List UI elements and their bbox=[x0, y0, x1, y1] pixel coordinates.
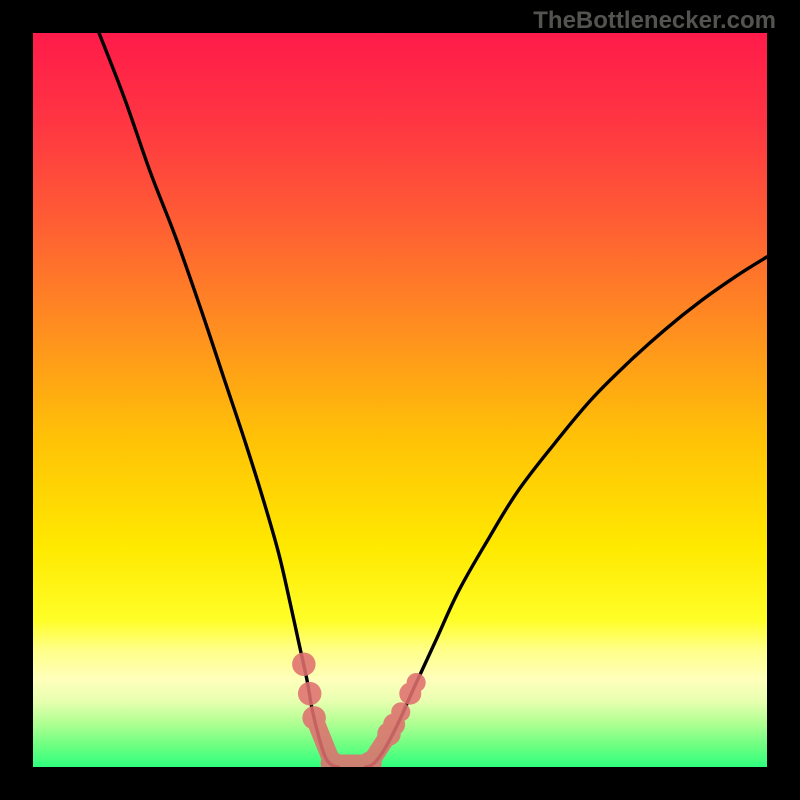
marker-cap bbox=[302, 706, 325, 729]
marker-dot bbox=[298, 682, 321, 705]
marker-dot bbox=[391, 702, 410, 721]
chart-container: TheBottlenecker.com bbox=[0, 0, 800, 800]
plot-background bbox=[33, 33, 767, 767]
marker-cap bbox=[358, 752, 381, 775]
marker-dot bbox=[407, 673, 426, 692]
marker-cap bbox=[321, 752, 344, 775]
marker-dot bbox=[292, 652, 315, 675]
chart-svg bbox=[0, 0, 800, 800]
